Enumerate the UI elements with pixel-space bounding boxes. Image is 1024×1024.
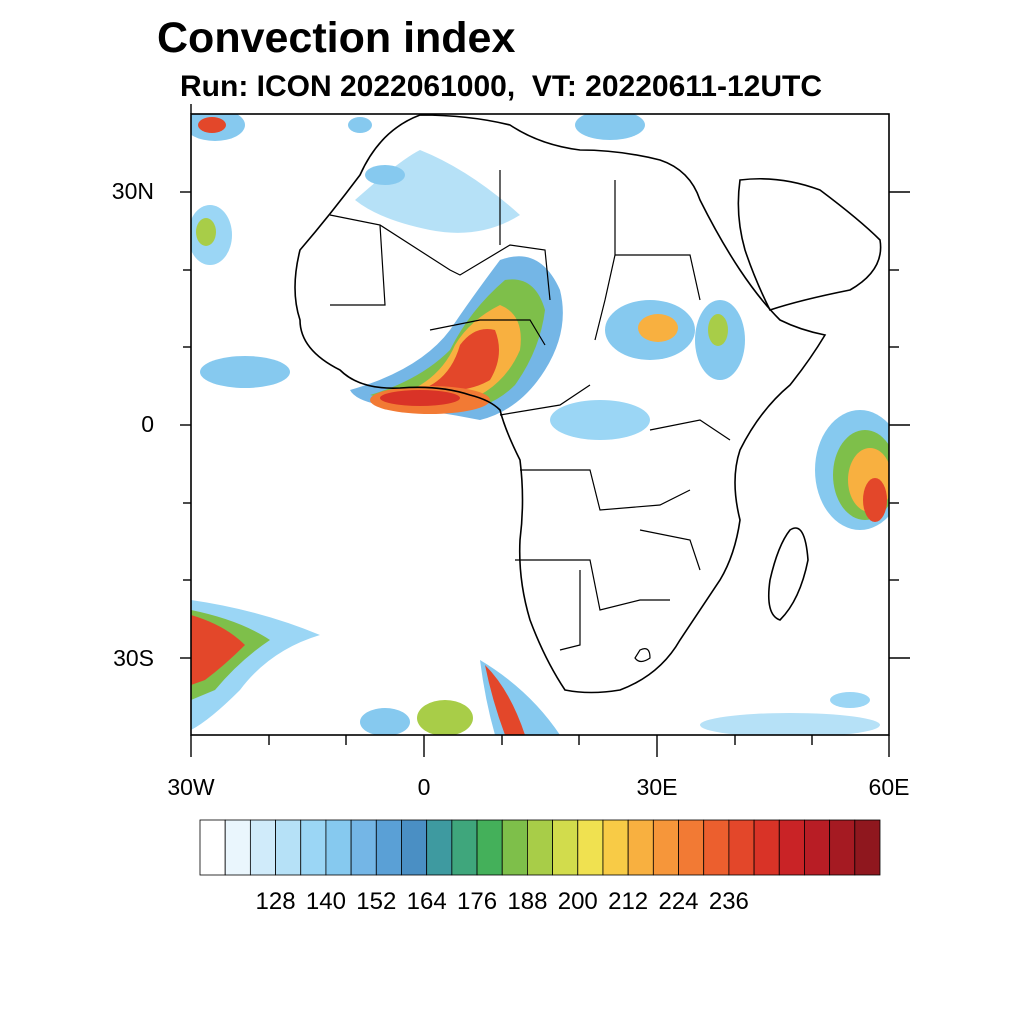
colorbar-box: [678, 819, 705, 876]
convection-cell: [355, 150, 520, 233]
country-border: [559, 570, 581, 651]
colorbar-label: 236: [708, 888, 749, 915]
colorbar-box: [401, 819, 428, 876]
colorbar-box: [728, 819, 755, 876]
colorbar-box: [602, 819, 629, 876]
convection-cell: [638, 314, 678, 342]
colorbar-label: 212: [608, 888, 649, 915]
convection-cell: [365, 165, 405, 185]
run-valid-time: Run: ICON 2022061000, VT: 20220611-12UTC: [180, 70, 822, 103]
convection-cell: [575, 114, 645, 140]
colorbar-box: [703, 819, 730, 876]
colorbar-box: [804, 819, 831, 876]
colorbar-box: [829, 819, 856, 876]
colorbar-label: 128: [255, 888, 296, 915]
country-border: [499, 384, 591, 416]
colorbar-box: [778, 819, 805, 876]
country-border: [639, 529, 701, 571]
convection-cell: [200, 356, 290, 388]
africa-coastline: [294, 114, 827, 694]
convection-cell: [420, 329, 499, 392]
y-tick-label: 0: [141, 411, 154, 437]
convection-cell: [417, 700, 473, 735]
colorbar-label: 152: [356, 888, 397, 915]
colorbar-box: [350, 819, 377, 876]
colorbar-box: [426, 819, 453, 876]
colorbar-label: 176: [457, 888, 498, 915]
convection-cell: [198, 117, 226, 133]
colorbar-label: 164: [406, 888, 447, 915]
x-tick-label: 30E: [636, 774, 678, 800]
colorbar-box: [451, 819, 478, 876]
country-border: [429, 319, 546, 346]
axis-ticks: [180, 104, 910, 757]
convection-cell: [700, 713, 880, 735]
x-tick-label: 0: [417, 774, 431, 800]
country-border: [615, 254, 701, 301]
y-tick-label: 30S: [113, 645, 154, 671]
country-border: [379, 224, 551, 301]
convection-cell: [196, 218, 216, 246]
coastlines: [294, 114, 882, 694]
colorbar-box: [501, 819, 528, 876]
colorbar-box: [552, 819, 579, 876]
colorbar-box: [375, 819, 402, 876]
x-tick-label: 30W: [167, 774, 215, 800]
colorbar-label: 188: [507, 888, 548, 915]
convection-cell: [708, 314, 728, 346]
convection-field: [191, 114, 889, 735]
convection-cell: [348, 117, 372, 133]
colorbar-box: [249, 819, 276, 876]
colorbar-box: [753, 819, 780, 876]
colorbar-label: 224: [658, 888, 699, 915]
convection-cell: [360, 708, 410, 735]
colorbar-box: [652, 819, 679, 876]
colorbar-box: [476, 819, 503, 876]
country-border: [634, 648, 651, 663]
colorbar-label: 140: [305, 888, 346, 915]
y-tick-label: 30N: [111, 178, 154, 204]
colorbar-box: [854, 819, 881, 876]
colorbar-box: [527, 819, 553, 876]
country-border: [329, 214, 386, 306]
arabia-coastline: [737, 177, 882, 311]
convection-cell: [485, 665, 525, 735]
convection-cell: [550, 400, 650, 440]
convection-cell: [830, 692, 870, 708]
colorbar-box: [577, 819, 604, 876]
country-border: [520, 469, 691, 511]
colorbar-box: [627, 819, 654, 876]
colorbar: [199, 819, 881, 876]
country-border: [594, 180, 616, 341]
madagascar-coastline: [767, 527, 809, 621]
country-border: [649, 419, 731, 441]
colorbar-label: 200: [557, 888, 598, 915]
colorbar-box: [275, 819, 302, 876]
country-border: [515, 559, 670, 611]
convection-cell: [191, 615, 245, 685]
colorbar-box: [224, 819, 251, 876]
colorbar-box: [300, 819, 327, 876]
convection-cell: [863, 478, 887, 522]
map-title: Convection index: [157, 14, 516, 62]
convection-cell: [380, 390, 460, 406]
colorbar-box: [325, 819, 352, 876]
x-tick-label: 60E: [868, 774, 910, 800]
country-borders: [329, 170, 731, 663]
colorbar-box: [199, 819, 226, 876]
